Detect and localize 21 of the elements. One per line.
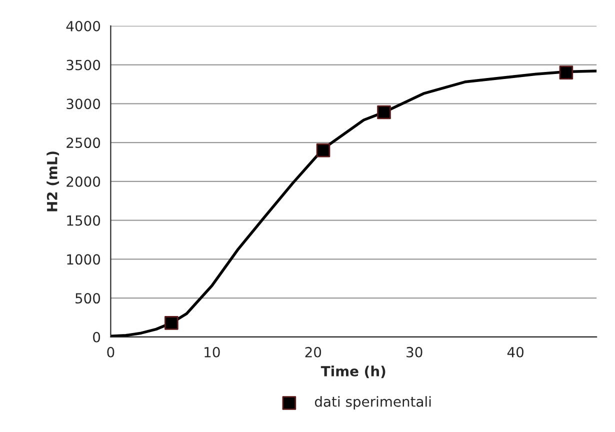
point: [559, 66, 574, 80]
y-tick-label: 3000: [66, 98, 100, 110]
point: [164, 316, 178, 330]
x-tick-label: 0: [107, 346, 114, 358]
x-tick-label: 20: [305, 346, 322, 358]
y-tick-label: 1000: [67, 254, 100, 265]
x-tick-label: 40: [507, 346, 524, 358]
y-axis-title: H2 (mL): [46, 152, 60, 212]
y-tick-label: 1500: [67, 215, 100, 226]
y-tick-label: 500: [76, 293, 100, 304]
point: [316, 143, 330, 158]
x-axis-title: Time (h): [320, 366, 386, 378]
x-tick-label: 30: [406, 346, 422, 358]
y-tick-label: 2500: [66, 138, 100, 148]
point: [377, 105, 391, 120]
y-tick-label: 4000: [66, 20, 100, 32]
legend-label: dati sperimentali: [314, 396, 431, 410]
y-tick-label: 0: [93, 332, 100, 342]
y-tick-label: 3500: [66, 60, 100, 70]
x-tick-label: 10: [204, 346, 220, 358]
y-tick-label: 2000: [66, 176, 100, 187]
